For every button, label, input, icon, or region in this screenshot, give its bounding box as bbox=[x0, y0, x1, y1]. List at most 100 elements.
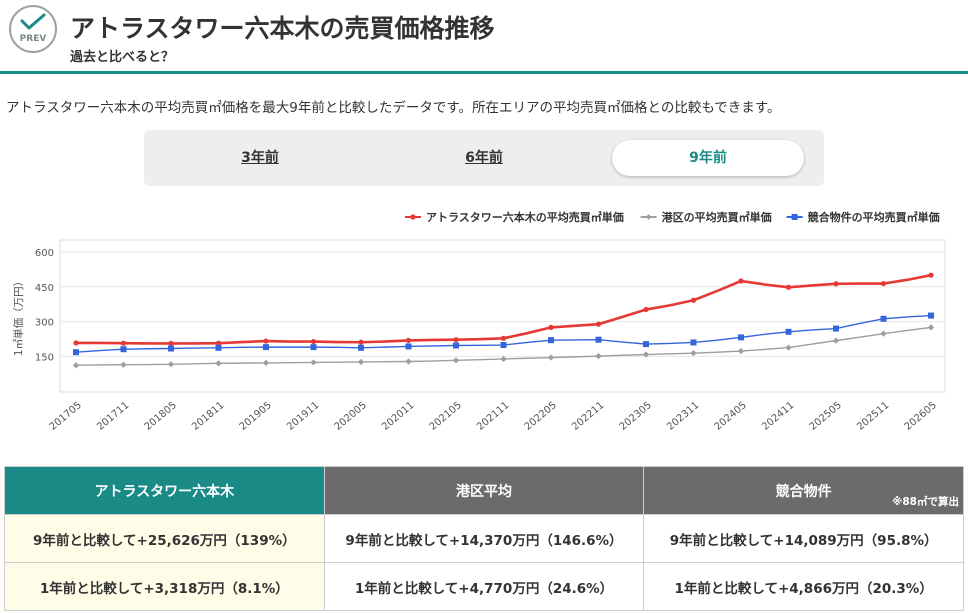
calc-note: ※88㎡で算出 bbox=[892, 496, 959, 508]
header-competitor: 競合物件 ※88㎡で算出 bbox=[643, 466, 964, 515]
x-tick-label: 202205 bbox=[523, 400, 559, 433]
tab-9-years[interactable]: 9年前 bbox=[612, 140, 804, 176]
description-text: アトラスタワー六本木の平均売買㎡価格を最大9年前と比較したデータです。所在エリア… bbox=[6, 100, 781, 116]
data-point bbox=[358, 344, 364, 351]
data-point bbox=[500, 342, 507, 349]
data-point bbox=[405, 337, 412, 343]
x-tick-label: 201905 bbox=[238, 400, 274, 433]
x-tick-label: 202505 bbox=[808, 400, 844, 433]
comparison-header-row: アトラスタワー六本木 港区平均 競合物件 ※88㎡で算出 bbox=[4, 466, 964, 515]
data-point bbox=[548, 324, 554, 330]
data-point bbox=[595, 321, 602, 327]
x-tick-label: 202105 bbox=[428, 400, 464, 433]
data-point bbox=[452, 357, 460, 364]
y-tick-label: 450 bbox=[35, 283, 54, 294]
data-point bbox=[548, 337, 554, 344]
data-point bbox=[595, 353, 602, 360]
data-point bbox=[832, 337, 840, 344]
period-tabs: 3年前 6年前 9年前 bbox=[144, 130, 824, 186]
data-point bbox=[833, 325, 839, 332]
own-9y-cell: 9年前と比較して+25,626万円（139%） bbox=[4, 514, 325, 563]
x-tick-label: 202011 bbox=[380, 400, 416, 433]
own-1y-cell: 1年前と比較して+3,318万円（8.1%） bbox=[4, 562, 325, 611]
data-point bbox=[73, 349, 79, 356]
data-point bbox=[500, 335, 507, 341]
data-point bbox=[215, 360, 222, 367]
data-point bbox=[927, 324, 935, 331]
x-tick-label: 202405 bbox=[713, 400, 749, 433]
page-title: アトラスタワー六本木の売買価格推移 bbox=[70, 14, 495, 43]
prev-button[interactable]: PREV bbox=[9, 5, 57, 53]
header-area-average: 港区平均 bbox=[323, 466, 645, 515]
data-point bbox=[262, 359, 270, 367]
header-own-property: アトラスタワー六本木 bbox=[4, 466, 325, 515]
area-9y-cell: 9年前と比較して+14,370万円（146.6%） bbox=[323, 514, 645, 563]
data-point bbox=[880, 330, 887, 337]
data-point bbox=[737, 347, 745, 355]
x-tick-label: 201805 bbox=[143, 400, 179, 433]
x-tick-label: 201705 bbox=[48, 400, 84, 433]
data-point bbox=[310, 344, 317, 351]
tab-6-years[interactable]: 6年前 bbox=[465, 150, 503, 166]
x-tick-label: 202005 bbox=[333, 400, 369, 433]
y-axis-label: 1㎡単価（万円） bbox=[12, 276, 25, 356]
data-point bbox=[690, 350, 697, 357]
data-point bbox=[738, 334, 744, 341]
data-point bbox=[120, 340, 127, 346]
y-tick-label: 300 bbox=[35, 318, 54, 329]
data-point bbox=[263, 338, 269, 344]
x-tick-label: 201811 bbox=[190, 400, 226, 433]
x-tick-label: 201911 bbox=[285, 400, 321, 433]
legend-marker bbox=[791, 214, 798, 220]
area-1y-cell: 1年前と比較して+4,770万円（24.6%） bbox=[323, 562, 645, 611]
data-point bbox=[73, 340, 79, 346]
data-point bbox=[643, 341, 649, 348]
data-point bbox=[785, 284, 792, 290]
data-point bbox=[72, 362, 80, 369]
header-own-label: アトラスタワー六本木 bbox=[94, 483, 235, 500]
data-point bbox=[405, 343, 412, 350]
legend-label: 競合物件の平均売買㎡単価 bbox=[808, 210, 940, 224]
data-point bbox=[785, 328, 792, 335]
data-point bbox=[310, 338, 317, 345]
data-point bbox=[690, 339, 697, 346]
data-point bbox=[690, 297, 697, 303]
data-point bbox=[928, 312, 934, 319]
data-point bbox=[120, 361, 127, 368]
data-point bbox=[738, 278, 744, 284]
prev-label: PREV bbox=[19, 34, 47, 44]
data-point bbox=[215, 340, 222, 346]
plot-frame bbox=[59, 239, 946, 393]
data-point bbox=[880, 280, 887, 287]
data-point bbox=[358, 339, 364, 345]
data-point bbox=[168, 345, 174, 352]
data-point bbox=[310, 359, 317, 366]
x-tick-label: 202311 bbox=[665, 400, 701, 433]
checkmark-icon bbox=[20, 13, 46, 30]
legend-marker bbox=[645, 214, 652, 220]
data-point bbox=[453, 342, 459, 349]
series-line bbox=[76, 273, 932, 345]
data-point bbox=[785, 344, 792, 351]
data-point bbox=[595, 336, 602, 343]
legend-label: アトラスタワー六本木の平均売買㎡単価 bbox=[426, 210, 624, 224]
y-tick-label: 600 bbox=[35, 248, 54, 259]
data-point bbox=[167, 361, 175, 368]
x-tick-label: 202211 bbox=[570, 400, 606, 433]
data-point bbox=[643, 306, 649, 313]
legend-marker bbox=[410, 214, 416, 220]
data-point bbox=[928, 272, 934, 278]
x-tick-label: 202605 bbox=[903, 400, 939, 433]
data-point bbox=[120, 346, 127, 353]
competitor-1y-cell: 1年前と比較して+4,866万円（20.3%） bbox=[643, 562, 964, 611]
page-subtitle: 過去と比べると？ bbox=[70, 50, 175, 65]
price-trend-chart: 150 300 450 600 1㎡単価（万円） 201705 201711 201805 20… bbox=[12, 210, 946, 433]
data-point bbox=[880, 315, 887, 322]
data-point bbox=[547, 354, 555, 361]
tab-3-years[interactable]: 3年前 bbox=[241, 150, 279, 166]
data-point bbox=[357, 358, 365, 366]
header-area-label: 港区平均 bbox=[455, 483, 512, 500]
x-tick-label: 201711 bbox=[95, 400, 131, 433]
header-competitor-label: 競合物件 bbox=[775, 483, 832, 500]
x-tick-label: 202411 bbox=[760, 400, 796, 433]
